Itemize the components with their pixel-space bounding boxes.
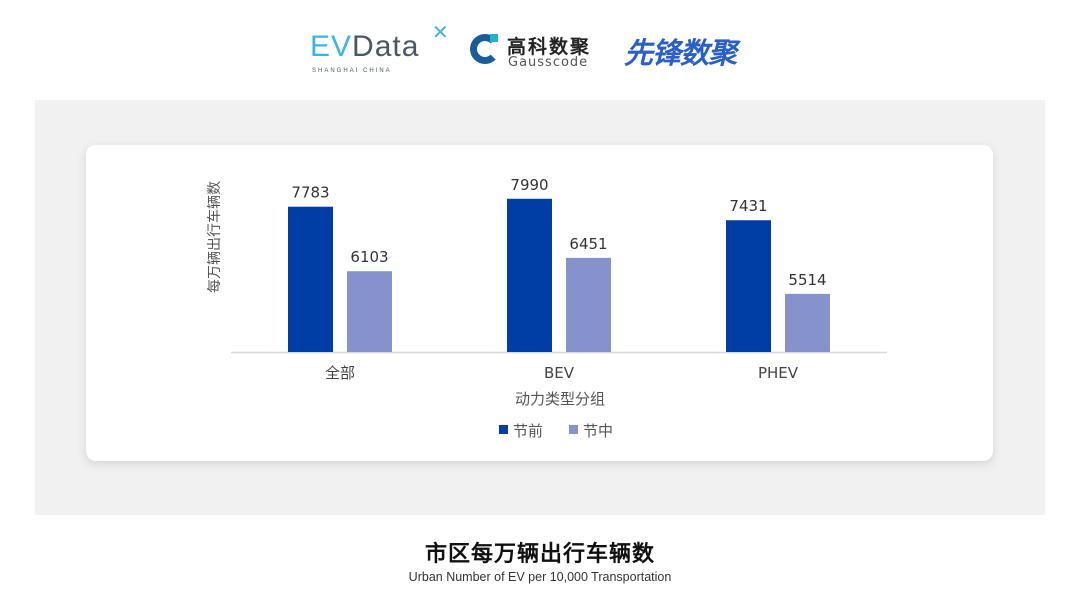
data-label-1-2: 5514: [788, 271, 826, 289]
bar-1-0: [347, 271, 392, 352]
logo-bar: EVData ✕ SHANGHAI CHINA 高科数聚 Gausscode 先…: [0, 22, 1080, 74]
legend: 节前 节中: [499, 422, 613, 440]
x-axis-title: 动力类型分组: [515, 390, 605, 408]
xianfeng-logo: 先锋数聚: [624, 36, 737, 70]
legend-swatch-1: [569, 425, 578, 434]
legend-label-0: 节前: [513, 422, 543, 440]
x-tick-label-0: 全部: [325, 364, 355, 382]
bar-1-2: [785, 293, 830, 352]
data-label-1-1: 6451: [569, 235, 607, 253]
gausscode-logo-en: Gausscode: [508, 55, 589, 70]
evdata-x-icon: ✕: [432, 22, 450, 44]
bar-1-1: [566, 257, 611, 352]
evdata-tagline: SHANGHAI CHINA: [312, 68, 392, 74]
data-label-0-0: 7783: [291, 184, 329, 202]
legend-swatch-0: [499, 425, 508, 434]
page-subtitle: Urban Number of EV per 10,000 Transporta…: [408, 570, 672, 584]
gausscode-square-icon: [490, 34, 498, 42]
data-label-0-1: 7990: [510, 176, 548, 194]
data-label-0-2: 7431: [729, 197, 767, 215]
x-tick-label-2: PHEV: [758, 364, 799, 382]
x-tick-label-1: BEV: [544, 364, 575, 382]
gausscode-logo-cn: 高科数聚: [507, 36, 592, 58]
bar-0-0: [288, 206, 333, 352]
page-title: 市区每万辆出行车辆数: [424, 542, 655, 567]
bar-0-2: [726, 220, 771, 352]
data-label-1-0: 6103: [350, 248, 388, 266]
gausscode-mark-icon: [470, 34, 500, 64]
evdata-logo: EVData ✕ SHANGHAI CHINA: [310, 22, 449, 74]
legend-label-1: 节中: [583, 422, 613, 440]
evdata-logo-ev: EV: [310, 30, 353, 63]
bar-0-1: [507, 198, 552, 352]
y-axis-label: 每万辆出行车辆数: [206, 181, 223, 293]
evdata-logo-data: Data: [352, 30, 420, 63]
